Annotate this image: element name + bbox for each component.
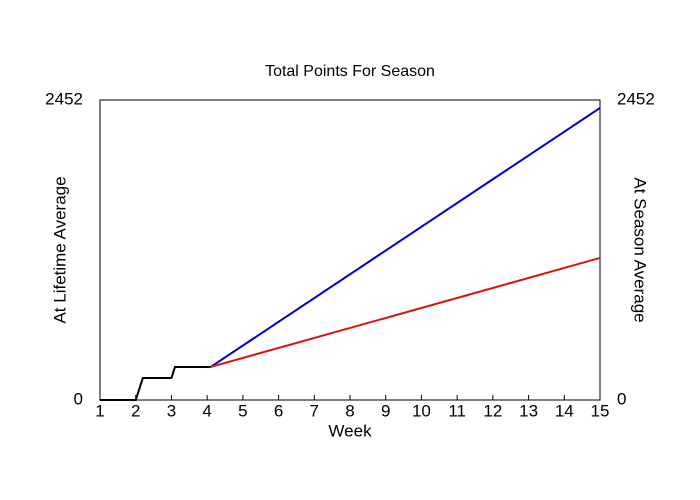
y-axis-label: At Lifetime Average [50,176,69,323]
x-tick-label: 3 [167,401,176,420]
x-tick-label: 8 [345,401,354,420]
x-tick-label: 4 [202,401,211,420]
x-tick-label: 12 [483,401,502,420]
series-line [100,365,211,401]
x-tick-label: 15 [591,401,610,420]
x-tick-label: 2 [131,401,140,420]
x-axis-label: Week [328,421,372,440]
y-tick-label: 2452 [45,89,83,108]
y2-tick-label: 2452 [617,89,655,108]
x-tick-label: 6 [274,401,283,420]
y2-tick-label: 0 [617,389,626,408]
x-tick-label: 9 [381,401,390,420]
series-line [210,107,601,368]
y-tick-label: 0 [74,389,83,408]
x-tick-label: 5 [238,401,247,420]
x-tick-label: 11 [448,401,466,420]
series-line [210,256,601,368]
y2-axis-label: At Season Average [631,177,650,322]
chart-title: Total Points For Season [265,63,435,80]
x-tick-label: 13 [519,401,538,420]
x-tick-label: 14 [555,401,574,420]
x-tick-label: 10 [412,401,431,420]
x-tick-label: 7 [310,401,319,420]
x-tick-label: 1 [95,401,104,420]
